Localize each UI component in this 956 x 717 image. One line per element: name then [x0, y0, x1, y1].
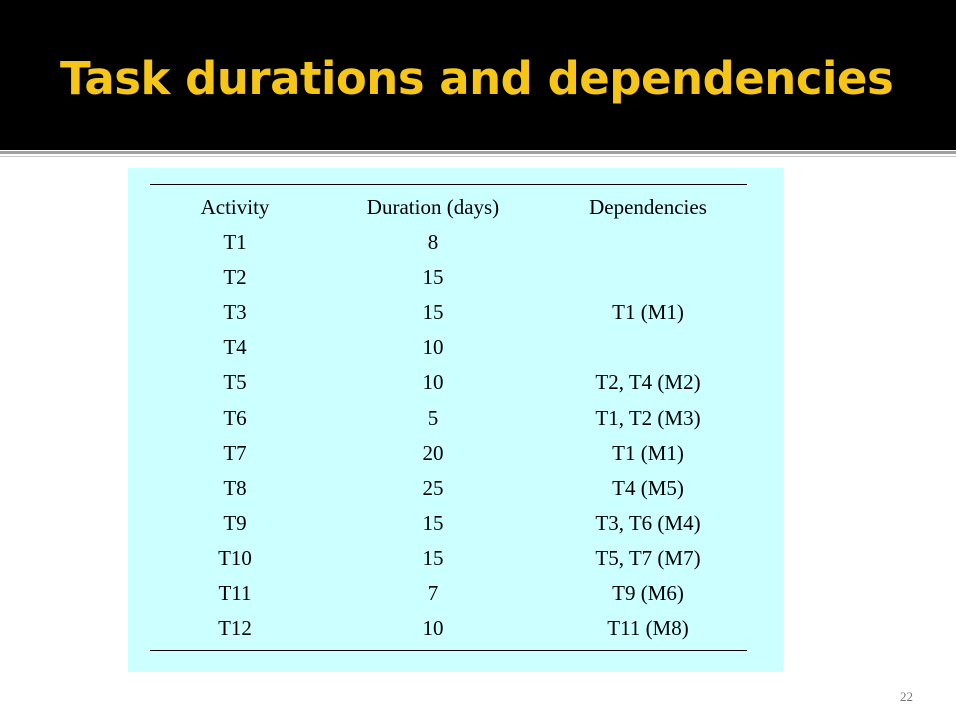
table-cell: 10: [422, 370, 444, 395]
table-cell: 15: [422, 300, 444, 325]
table-cell: 15: [422, 265, 444, 290]
table-cell: T11 (M8): [607, 616, 689, 641]
title-banner: Task durations and dependencies: [0, 0, 956, 150]
slide-title: Task durations and dependencies: [60, 52, 894, 105]
table-cell: T12: [218, 616, 252, 641]
table-cell: T6: [223, 405, 247, 430]
table-cell: T8: [223, 475, 247, 500]
table-cell: T4 (M5): [612, 475, 684, 500]
table-cell: T1: [223, 230, 247, 254]
table-cell: T3, T6 (M4): [595, 510, 701, 535]
table-cell: T7: [223, 440, 247, 465]
table-cell: T1, T2 (M3): [595, 405, 701, 430]
table-cell: 10: [422, 616, 444, 641]
table-cell: T10: [218, 545, 252, 570]
table-cell: T5, T7 (M7): [595, 545, 701, 570]
table-cell: 20: [422, 440, 444, 465]
column-header: Duration (days): [366, 195, 500, 219]
table-cell: 8: [427, 230, 439, 254]
table-cell: T5: [223, 370, 247, 395]
table-cell: T11: [218, 581, 252, 605]
divider: [0, 151, 956, 154]
table-cell: T9 (M6): [612, 581, 684, 605]
column-header: Dependencies: [589, 195, 707, 219]
page-number: 22: [900, 689, 913, 704]
divider: [0, 156, 956, 157]
table-cell: T2: [223, 265, 247, 290]
table-cell: 25: [422, 475, 444, 500]
table: Activity Duration (days) Dependencies T1 8 T2…: [128, 168, 783, 672]
table-cell: 10: [422, 335, 444, 360]
table-cell: 15: [422, 510, 444, 535]
table-cell: T2, T4 (M2): [595, 370, 701, 395]
table-cell: T9: [223, 510, 247, 535]
table-top-rule: [150, 184, 747, 185]
table-cell: 5: [427, 405, 439, 430]
table-cell: T4: [223, 335, 247, 360]
table-bottom-rule: [150, 650, 747, 651]
table-cell: T1 (M1): [612, 300, 684, 325]
table-cell: 7: [427, 581, 439, 605]
table-cell: T1 (M1): [612, 440, 684, 465]
table-cell: 15: [422, 545, 444, 570]
column-header: Activity: [200, 195, 270, 219]
table-cell: T3: [223, 300, 247, 325]
